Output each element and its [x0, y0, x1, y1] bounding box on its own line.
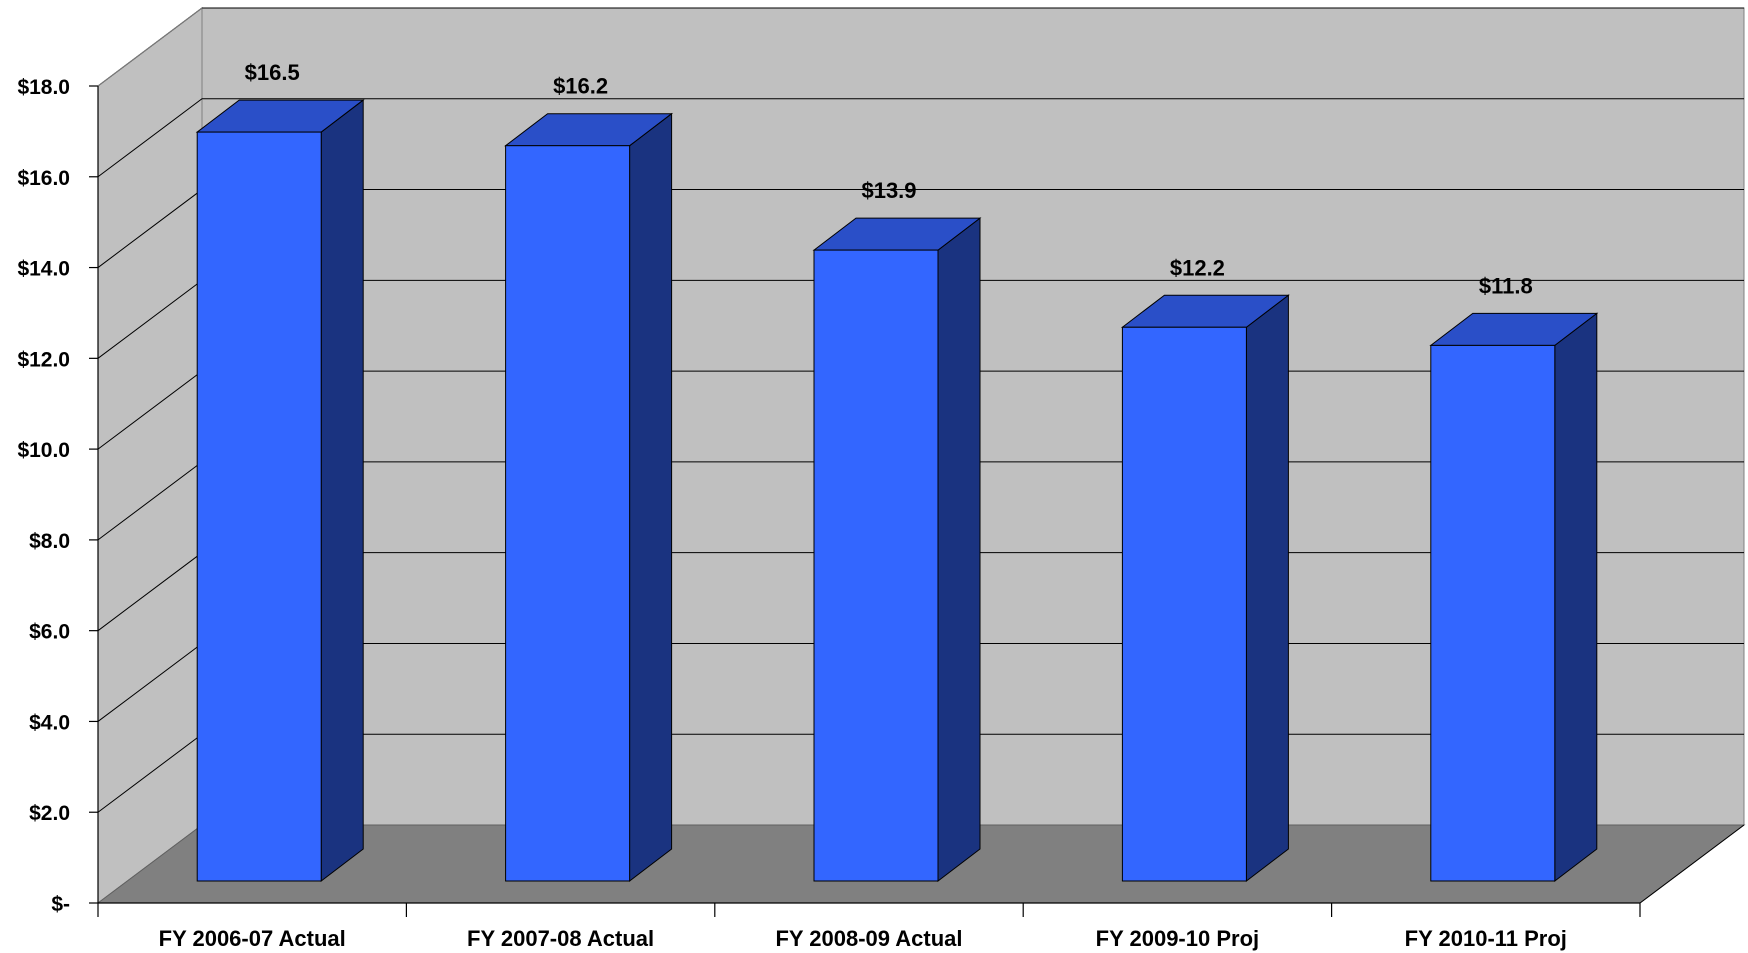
bar-side [1246, 295, 1288, 881]
x-tick-label: FY 2009-10 Proj [1096, 926, 1259, 951]
side-wall [98, 8, 202, 903]
y-tick-label: $2.0 [29, 802, 70, 825]
bar [814, 218, 980, 881]
bar-front [506, 146, 630, 881]
bar [1431, 313, 1597, 881]
x-tick-label: FY 2008-09 Actual [775, 926, 962, 951]
x-tick-label: FY 2010-11 Proj [1405, 926, 1567, 951]
y-tick-label: $18.0 [17, 76, 70, 99]
data-label: $11.8 [1479, 273, 1533, 298]
x-tick-label: FY 2007-08 Actual [467, 926, 654, 951]
y-tick-label: $- [51, 893, 70, 916]
bar [1122, 295, 1288, 881]
y-tick-label: $12.0 [17, 348, 70, 371]
data-label: $12.2 [1170, 255, 1225, 280]
bar-front [814, 250, 938, 881]
x-tick-label: FY 2006-07 Actual [159, 926, 346, 951]
data-label: $16.5 [245, 60, 300, 85]
data-label: $13.9 [861, 178, 916, 203]
y-tick-label: $6.0 [29, 621, 70, 644]
bar-front [1122, 327, 1246, 881]
bar-side [321, 100, 363, 881]
bar-front [197, 132, 321, 881]
y-tick-label: $8.0 [29, 530, 70, 553]
bar [197, 100, 363, 881]
y-tick-label: $4.0 [29, 711, 70, 734]
bar [506, 114, 672, 881]
data-label: $16.2 [553, 74, 608, 99]
bar-side [938, 218, 980, 881]
bar-front [1431, 345, 1555, 881]
bar-side [1555, 313, 1597, 881]
y-tick-label: $14.0 [17, 258, 70, 281]
y-tick-label: $10.0 [17, 439, 70, 462]
y-tick-label: $16.0 [17, 167, 70, 190]
bar-side [630, 114, 672, 881]
